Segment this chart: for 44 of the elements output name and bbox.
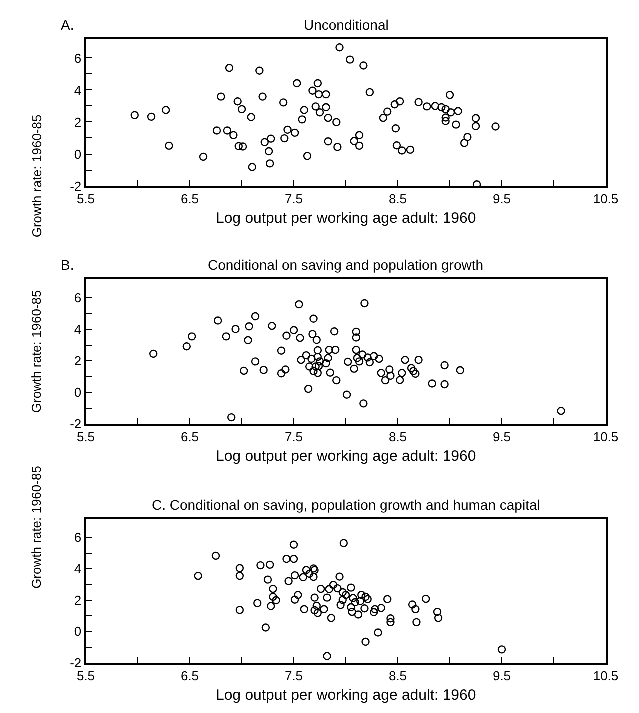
x-tick-label: 8.5 <box>388 192 408 207</box>
chart-title: Unconditional <box>304 17 389 33</box>
chart-title: C. Conditional on saving, population growth and human capital <box>152 497 540 513</box>
x-tick-label: 7.5 <box>284 668 304 684</box>
y-axis-title: Growth rate: 1960-85 <box>29 466 44 589</box>
y-tick-label: 2 <box>74 354 82 369</box>
y-tick-label: 6 <box>74 290 82 306</box>
y-tick-label: 0 <box>74 146 82 162</box>
x-tick-label: 5.5 <box>76 668 96 684</box>
x-tick-label: 6.5 <box>180 192 200 207</box>
y-tick-label: 4 <box>74 562 82 577</box>
y-tick-label: -2 <box>70 178 82 194</box>
x-axis-title: Log output per working age adult: 1960 <box>216 210 476 227</box>
x-tick-label: 6.5 <box>180 668 200 684</box>
text: A. <box>61 17 74 33</box>
x-tick-label: 10.5 <box>593 192 619 207</box>
y-axis-title: Growth rate: 1960-85 <box>29 114 44 238</box>
y-tick-label: 0 <box>74 385 82 400</box>
x-tick-label: 5.5 <box>76 429 96 444</box>
y-tick-label: 4 <box>74 82 82 98</box>
y-tick-label: 6 <box>74 530 82 546</box>
y-axis-title: Growth rate: 1960-85 <box>28 290 44 414</box>
chart-title: Conditional on saving and population growth <box>208 257 484 273</box>
x-tick-label: 8.5 <box>388 429 408 444</box>
x-tick-label: 5.5 <box>76 192 96 207</box>
y-tick-label: -2 <box>70 416 82 432</box>
x-tick-label: 9.5 <box>492 668 512 684</box>
y-tick-label: 0 <box>74 624 82 640</box>
x-tick-label: 7.5 <box>284 429 304 444</box>
x-axis-title: Log output per working age adult: 1960 <box>216 448 476 465</box>
y-tick-label: -2 <box>70 656 82 671</box>
y-tick-label: 2 <box>74 592 82 608</box>
x-tick-label: 6.5 <box>180 429 200 444</box>
x-axis-title: Log output per working age adult: 1960 <box>216 687 476 704</box>
x-tick-label: 9.5 <box>492 429 512 444</box>
x-tick-label: 8.5 <box>388 668 408 684</box>
y-tick-label: 6 <box>74 50 82 66</box>
text: B. <box>61 257 74 273</box>
x-tick-label: 9.5 <box>492 192 512 207</box>
x-tick-label: 7.5 <box>284 192 304 207</box>
x-tick-label: 10.5 <box>593 668 619 684</box>
y-tick-label: 4 <box>74 322 82 338</box>
x-tick-label: 10.5 <box>593 429 619 444</box>
y-tick-label: 2 <box>74 114 82 130</box>
